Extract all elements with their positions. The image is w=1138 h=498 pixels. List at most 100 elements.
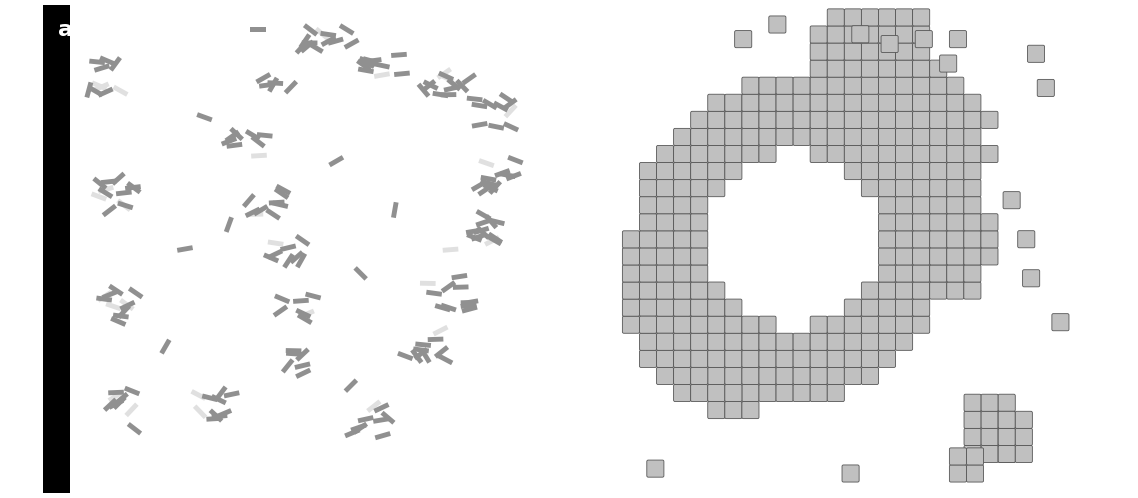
Bar (289, 250, 304, 264)
Bar (302, 40, 318, 45)
Bar (488, 123, 504, 130)
FancyBboxPatch shape (657, 231, 674, 248)
FancyBboxPatch shape (964, 445, 981, 463)
Bar (488, 180, 502, 195)
FancyBboxPatch shape (879, 248, 896, 265)
FancyBboxPatch shape (879, 333, 896, 350)
Bar (286, 351, 302, 357)
FancyBboxPatch shape (896, 333, 913, 350)
FancyBboxPatch shape (776, 77, 793, 94)
FancyBboxPatch shape (896, 197, 913, 214)
Bar (487, 232, 503, 245)
FancyBboxPatch shape (998, 411, 1015, 428)
FancyBboxPatch shape (913, 162, 930, 180)
FancyBboxPatch shape (896, 43, 913, 60)
FancyBboxPatch shape (930, 282, 947, 299)
Bar (91, 81, 107, 91)
FancyBboxPatch shape (742, 145, 759, 162)
FancyBboxPatch shape (913, 77, 930, 94)
FancyBboxPatch shape (657, 282, 674, 299)
Text: a): a) (58, 19, 83, 40)
Bar (281, 358, 295, 374)
FancyBboxPatch shape (947, 128, 964, 145)
Bar (117, 201, 133, 210)
FancyBboxPatch shape (640, 299, 657, 316)
FancyBboxPatch shape (742, 350, 759, 368)
FancyBboxPatch shape (896, 180, 913, 197)
Bar (465, 228, 481, 235)
FancyBboxPatch shape (622, 316, 640, 333)
FancyBboxPatch shape (657, 197, 674, 214)
FancyBboxPatch shape (776, 350, 793, 368)
Bar (351, 423, 366, 432)
FancyBboxPatch shape (708, 401, 725, 419)
Bar (494, 168, 511, 178)
FancyBboxPatch shape (691, 145, 708, 162)
FancyBboxPatch shape (793, 112, 810, 128)
Bar (443, 247, 459, 252)
Bar (101, 289, 118, 300)
Bar (93, 82, 109, 92)
FancyBboxPatch shape (725, 350, 742, 368)
FancyBboxPatch shape (861, 128, 879, 145)
FancyBboxPatch shape (691, 316, 708, 333)
Bar (223, 390, 240, 398)
FancyBboxPatch shape (896, 26, 913, 43)
Bar (295, 368, 312, 379)
FancyBboxPatch shape (861, 60, 879, 77)
Bar (344, 378, 358, 393)
FancyBboxPatch shape (861, 162, 879, 180)
Bar (438, 71, 454, 82)
FancyBboxPatch shape (810, 77, 827, 94)
FancyBboxPatch shape (810, 384, 827, 401)
FancyBboxPatch shape (964, 145, 981, 162)
FancyBboxPatch shape (674, 214, 691, 231)
FancyBboxPatch shape (759, 77, 776, 94)
FancyBboxPatch shape (896, 214, 913, 231)
FancyBboxPatch shape (742, 316, 759, 333)
FancyBboxPatch shape (827, 60, 844, 77)
Bar (358, 56, 376, 66)
FancyBboxPatch shape (964, 411, 981, 428)
FancyBboxPatch shape (827, 9, 844, 26)
FancyBboxPatch shape (981, 145, 998, 162)
Bar (357, 415, 373, 423)
FancyBboxPatch shape (879, 214, 896, 231)
Bar (426, 290, 443, 297)
FancyBboxPatch shape (810, 145, 827, 162)
Bar (473, 226, 489, 235)
Bar (242, 193, 256, 208)
FancyBboxPatch shape (708, 384, 725, 401)
FancyBboxPatch shape (861, 94, 879, 112)
Bar (444, 84, 460, 93)
FancyBboxPatch shape (657, 214, 674, 231)
FancyBboxPatch shape (708, 162, 725, 180)
FancyBboxPatch shape (930, 162, 947, 180)
Bar (92, 177, 107, 190)
FancyBboxPatch shape (981, 428, 998, 445)
Bar (480, 175, 496, 183)
Bar (462, 298, 479, 306)
Bar (253, 204, 269, 216)
FancyBboxPatch shape (930, 197, 947, 214)
FancyBboxPatch shape (998, 445, 1015, 463)
FancyBboxPatch shape (861, 333, 879, 350)
Bar (295, 348, 310, 362)
Bar (224, 217, 233, 233)
FancyBboxPatch shape (1003, 192, 1020, 209)
Bar (481, 98, 497, 110)
Bar (208, 408, 223, 423)
FancyBboxPatch shape (998, 411, 1015, 428)
Bar (176, 245, 193, 253)
FancyBboxPatch shape (657, 265, 674, 282)
Bar (488, 218, 505, 226)
FancyBboxPatch shape (844, 316, 861, 333)
FancyBboxPatch shape (949, 30, 966, 48)
FancyBboxPatch shape (657, 350, 674, 368)
Bar (280, 244, 296, 252)
Bar (84, 82, 93, 98)
Bar (440, 92, 456, 97)
FancyBboxPatch shape (776, 112, 793, 128)
FancyBboxPatch shape (844, 350, 861, 368)
Bar (295, 308, 312, 319)
